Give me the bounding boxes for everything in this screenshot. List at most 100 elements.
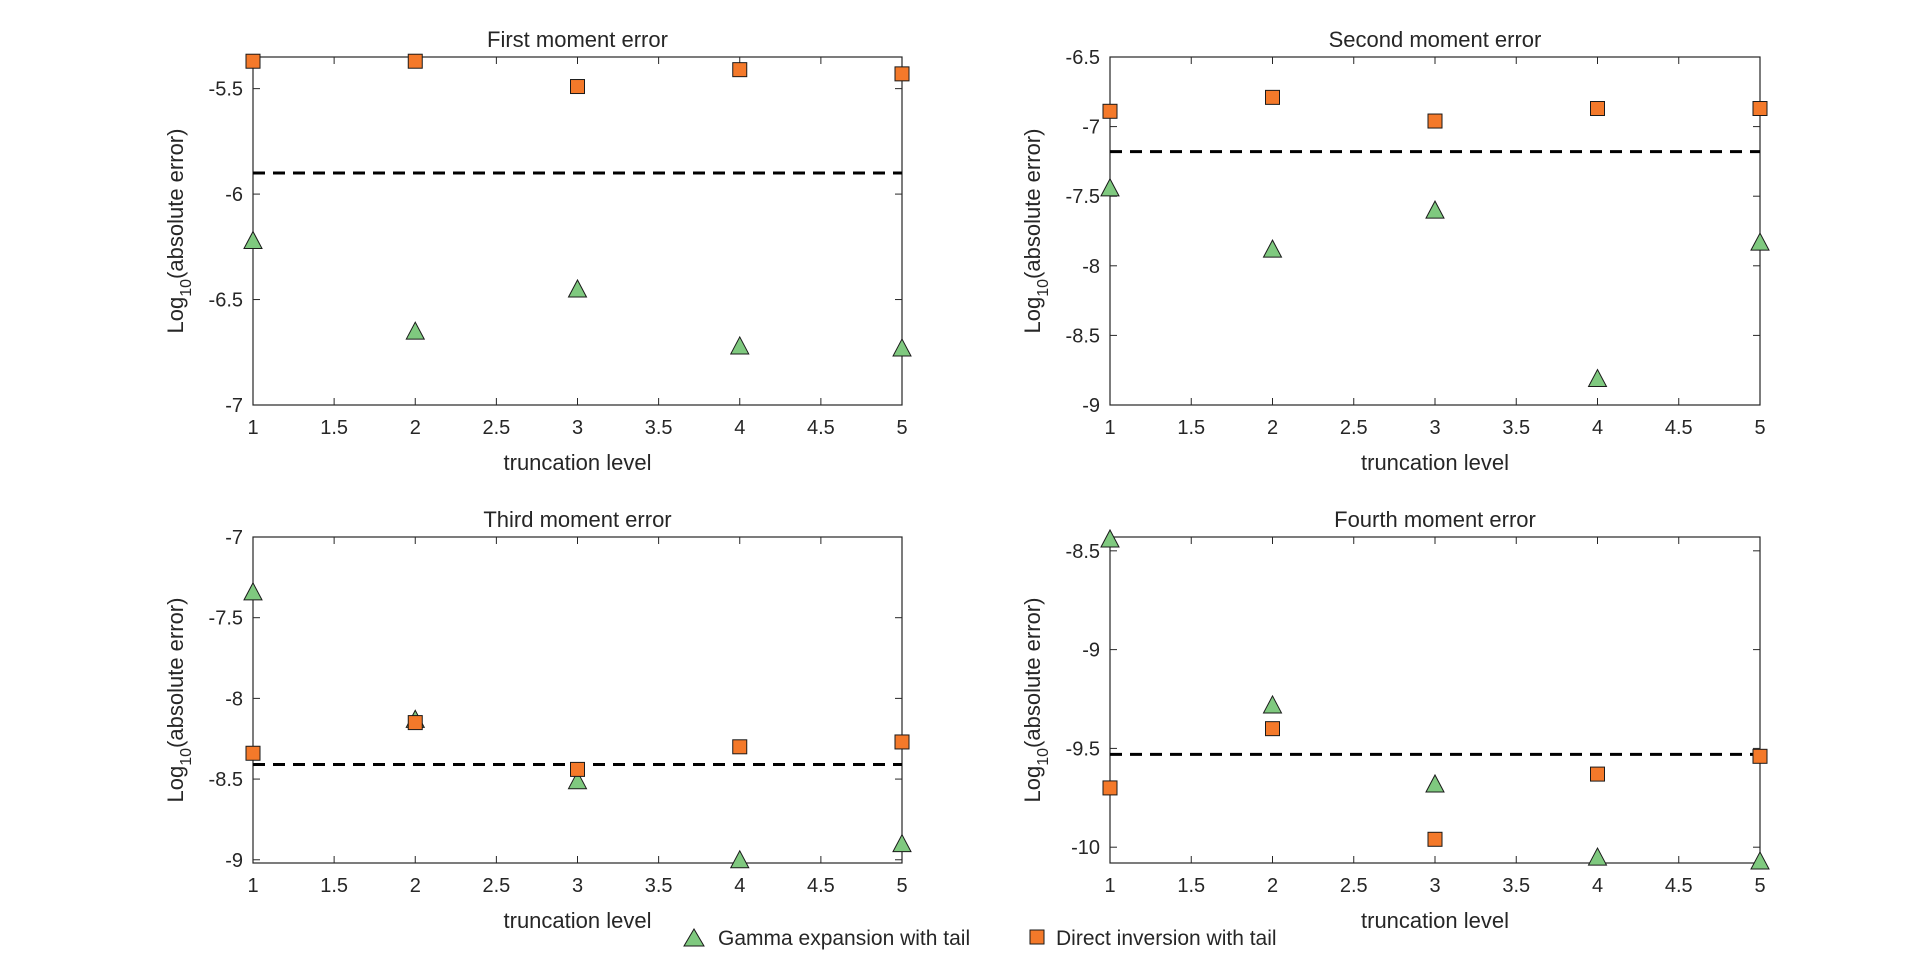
gamma-triangle-point bbox=[1262, 694, 1283, 714]
y-tick-label: -8.5 bbox=[209, 769, 243, 791]
gamma-triangle-point bbox=[405, 321, 426, 340]
x-tick-label: 5 bbox=[896, 875, 907, 897]
y-axis-label: Log10(absolute error) bbox=[1020, 598, 1052, 803]
y-tick-label: -6.5 bbox=[209, 290, 243, 312]
x-tick-label: 2 bbox=[1267, 875, 1278, 897]
y-tick-label: -10 bbox=[1071, 837, 1100, 859]
x-tick-label: 2.5 bbox=[1340, 875, 1368, 897]
gamma-triangle-point bbox=[1425, 773, 1445, 793]
y-tick-label: -6 bbox=[225, 184, 243, 206]
x-tick-label: 4.5 bbox=[1665, 875, 1693, 897]
y-tick-label: -8.5 bbox=[1066, 541, 1100, 563]
x-tick-label: 2.5 bbox=[1340, 417, 1368, 439]
gamma-triangle-point bbox=[1262, 239, 1283, 258]
legend-label-direct: Direct inversion with tail bbox=[1056, 927, 1277, 950]
gamma-triangle-point bbox=[243, 230, 263, 249]
x-tick-label: 3 bbox=[1429, 417, 1440, 439]
x-tick-label: 3.5 bbox=[1502, 875, 1530, 897]
plot-area-frame bbox=[252, 56, 903, 406]
x-tick-label: 2 bbox=[1267, 417, 1278, 439]
direct-square-point bbox=[1265, 721, 1280, 737]
y-tick-label: -9.5 bbox=[1066, 738, 1100, 760]
y-axis-label-suffix: (absolute error) bbox=[163, 129, 188, 279]
direct-square-point bbox=[1265, 89, 1280, 105]
chart-panel-first-moment: First moment error 1 1.5 2 2.5 3 3.5 4 4.5 5 -7 -6.… bbox=[163, 27, 912, 475]
x-tick-label: 2.5 bbox=[482, 875, 510, 897]
direct-square-point bbox=[1102, 780, 1118, 796]
x-tick-label: 3 bbox=[572, 875, 583, 897]
chart-panel-second-moment: Second moment error 1 1.5 2 2.5 3 3.5 4 4.5 5 -9 -8… bbox=[1020, 27, 1770, 475]
x-tick-label: 1.5 bbox=[1177, 875, 1205, 897]
direct-square-point bbox=[570, 79, 585, 95]
direct-square-point bbox=[245, 745, 261, 761]
x-axis-label: truncation level bbox=[1361, 450, 1509, 475]
x-tick-label: 4 bbox=[1592, 875, 1603, 897]
x-tick-label: 4 bbox=[734, 417, 745, 439]
x-tick-label: 3 bbox=[1429, 875, 1440, 897]
gamma-triangle-point bbox=[1750, 232, 1770, 251]
y-axis-label-subscript: 10 bbox=[178, 748, 195, 766]
y-axis-label-subscript: 10 bbox=[1035, 279, 1052, 297]
direct-square-point bbox=[1752, 101, 1768, 117]
legend: Gamma expansion with tail Direct inversi… bbox=[683, 927, 1277, 950]
x-axis-label: truncation level bbox=[504, 450, 652, 475]
x-tick-label: 1 bbox=[247, 417, 258, 439]
y-tick-label: -8.5 bbox=[1066, 325, 1100, 347]
y-tick-label: -9 bbox=[225, 850, 243, 872]
gamma-triangle-point bbox=[567, 278, 588, 298]
legend-item-direct: Direct inversion with tail bbox=[1029, 927, 1277, 950]
gamma-triangle-point bbox=[1100, 177, 1120, 197]
x-tick-label: 1.5 bbox=[1177, 417, 1205, 439]
direct-square-point bbox=[1590, 101, 1605, 117]
y-axis-label-log: Log bbox=[1020, 297, 1045, 334]
x-tick-label: 4.5 bbox=[807, 875, 835, 897]
gamma-triangle-point bbox=[1100, 528, 1120, 548]
x-tick-label: 1.5 bbox=[320, 417, 348, 439]
gamma-triangle-point bbox=[567, 770, 588, 790]
x-axis-label: truncation level bbox=[1361, 908, 1509, 933]
y-tick-label: -7.5 bbox=[209, 608, 243, 630]
chart-title: First moment error bbox=[487, 27, 668, 52]
y-tick-label: -8 bbox=[1082, 256, 1100, 278]
x-tick-label: 1 bbox=[247, 875, 258, 897]
direct-square-point bbox=[407, 715, 423, 731]
y-axis-label-suffix: (absolute error) bbox=[163, 598, 188, 748]
y-axis-label-log: Log bbox=[1020, 766, 1045, 803]
y-tick-label: -8 bbox=[225, 688, 243, 710]
x-tick-label: 3.5 bbox=[645, 875, 673, 897]
x-tick-label: 3.5 bbox=[645, 417, 673, 439]
chart-title: Second moment error bbox=[1329, 27, 1542, 52]
y-tick-label: -9 bbox=[1082, 395, 1100, 417]
direct-square-point bbox=[894, 66, 910, 82]
gamma-triangle-point bbox=[729, 849, 750, 869]
x-tick-label: 1 bbox=[1104, 417, 1115, 439]
chart-panel-third-moment: Third moment error 1 1.5 2 2.5 3 3.5 4 4.5 5 -9 -8.… bbox=[163, 507, 912, 933]
x-tick-label: 5 bbox=[1754, 417, 1765, 439]
y-axis-label-suffix: (absolute error) bbox=[1020, 129, 1045, 279]
x-tick-label: 2.5 bbox=[482, 417, 510, 439]
gamma-triangle-point bbox=[243, 581, 263, 601]
direct-square-point bbox=[1590, 766, 1605, 782]
x-tick-label: 3 bbox=[572, 417, 583, 439]
x-tick-label: 4 bbox=[1592, 417, 1603, 439]
gamma-triangle-point bbox=[1425, 200, 1445, 219]
direct-square-point bbox=[894, 734, 910, 750]
y-tick-label: -7 bbox=[225, 395, 243, 417]
plot-area-frame bbox=[252, 536, 903, 864]
direct-square-point bbox=[1427, 831, 1443, 847]
y-axis-label-log: Log bbox=[163, 297, 188, 334]
y-tick-label: -7 bbox=[225, 527, 243, 549]
gamma-triangle-point bbox=[1750, 850, 1770, 870]
y-tick-label: -7 bbox=[1082, 117, 1100, 139]
x-tick-label: 4.5 bbox=[807, 417, 835, 439]
gamma-triangle-point bbox=[1587, 368, 1608, 388]
x-tick-label: 2 bbox=[410, 417, 421, 439]
y-axis-label: Log10(absolute error) bbox=[1020, 129, 1052, 334]
y-tick-label: -9 bbox=[1082, 640, 1100, 662]
x-tick-label: 4.5 bbox=[1665, 417, 1693, 439]
chart-panel-fourth-moment: Fourth moment error 1 1.5 2 2.5 3 3.5 4 4.5 5 -10 -… bbox=[1020, 507, 1770, 933]
y-tick-label: -7.5 bbox=[1066, 186, 1100, 208]
x-tick-label: 1.5 bbox=[320, 875, 348, 897]
legend-triangle-marker-icon bbox=[683, 928, 705, 947]
